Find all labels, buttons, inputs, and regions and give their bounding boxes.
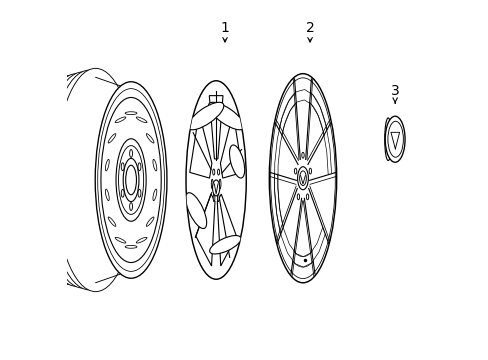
- Ellipse shape: [125, 165, 136, 195]
- Polygon shape: [195, 194, 215, 266]
- Ellipse shape: [213, 194, 214, 202]
- Ellipse shape: [219, 179, 221, 189]
- Ellipse shape: [301, 152, 304, 158]
- Ellipse shape: [136, 237, 147, 243]
- Ellipse shape: [212, 180, 219, 196]
- Ellipse shape: [138, 189, 141, 197]
- Ellipse shape: [118, 145, 143, 215]
- Polygon shape: [209, 96, 223, 159]
- Text: 2: 2: [305, 21, 314, 35]
- Ellipse shape: [48, 70, 130, 290]
- Ellipse shape: [136, 117, 147, 123]
- Ellipse shape: [29, 76, 111, 284]
- Polygon shape: [220, 113, 242, 178]
- Ellipse shape: [108, 217, 116, 226]
- Ellipse shape: [123, 158, 139, 202]
- Ellipse shape: [305, 194, 308, 200]
- Ellipse shape: [95, 82, 166, 278]
- Ellipse shape: [146, 217, 154, 226]
- Ellipse shape: [217, 194, 219, 202]
- Ellipse shape: [98, 89, 164, 271]
- Ellipse shape: [108, 134, 116, 143]
- Ellipse shape: [185, 81, 246, 279]
- Ellipse shape: [387, 121, 403, 157]
- Ellipse shape: [269, 74, 336, 283]
- Ellipse shape: [294, 168, 296, 174]
- Ellipse shape: [116, 139, 146, 221]
- Ellipse shape: [42, 72, 123, 288]
- Ellipse shape: [129, 203, 132, 211]
- Ellipse shape: [36, 74, 117, 286]
- Polygon shape: [217, 194, 236, 266]
- Ellipse shape: [105, 159, 109, 171]
- Polygon shape: [189, 113, 211, 178]
- Ellipse shape: [125, 246, 137, 248]
- Ellipse shape: [217, 169, 219, 175]
- Ellipse shape: [153, 189, 157, 201]
- Ellipse shape: [115, 237, 125, 243]
- Ellipse shape: [297, 194, 299, 200]
- Ellipse shape: [138, 163, 141, 171]
- Ellipse shape: [208, 102, 244, 130]
- Ellipse shape: [115, 117, 125, 123]
- Ellipse shape: [55, 68, 136, 292]
- Ellipse shape: [121, 189, 124, 197]
- Ellipse shape: [385, 116, 404, 162]
- Ellipse shape: [146, 134, 154, 143]
- Ellipse shape: [308, 168, 311, 174]
- Ellipse shape: [121, 163, 124, 171]
- Ellipse shape: [153, 159, 157, 171]
- Ellipse shape: [125, 112, 137, 114]
- Text: 1: 1: [220, 21, 229, 35]
- Ellipse shape: [101, 98, 161, 262]
- Ellipse shape: [209, 235, 241, 254]
- Ellipse shape: [215, 186, 217, 193]
- Ellipse shape: [187, 102, 224, 130]
- Text: 3: 3: [390, 84, 399, 98]
- Ellipse shape: [299, 171, 305, 185]
- Ellipse shape: [229, 145, 244, 178]
- Ellipse shape: [185, 193, 206, 229]
- Ellipse shape: [129, 149, 132, 157]
- Ellipse shape: [105, 189, 109, 201]
- Ellipse shape: [297, 167, 308, 190]
- Ellipse shape: [211, 179, 213, 189]
- Ellipse shape: [384, 118, 391, 161]
- Ellipse shape: [212, 169, 214, 175]
